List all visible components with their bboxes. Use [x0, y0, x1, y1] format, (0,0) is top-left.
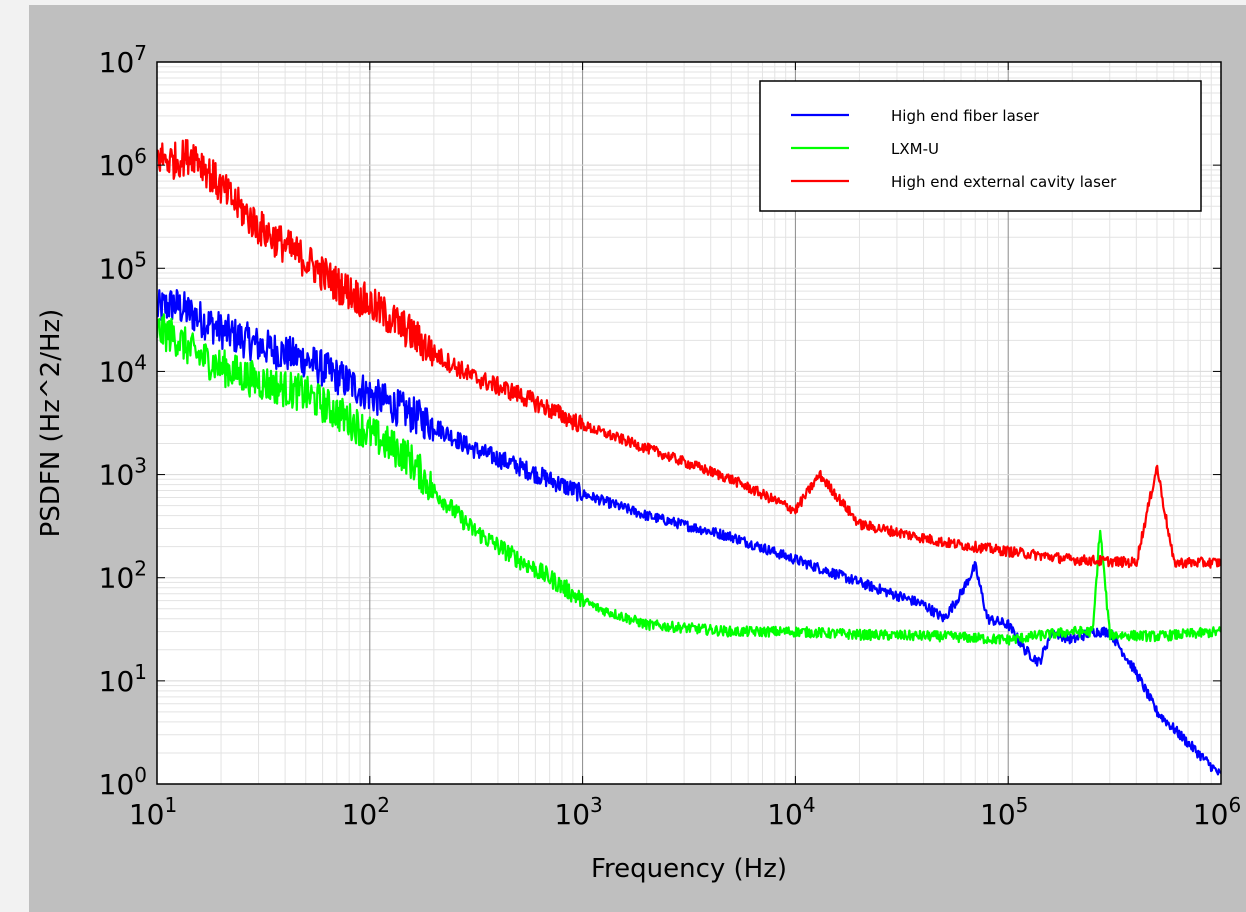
- y-tick-label: 100: [99, 763, 147, 801]
- legend: High end fiber laser LXM-U High end extern…: [759, 80, 1202, 212]
- y-tick-label: 103: [99, 454, 147, 492]
- x-tick-label: 106: [1193, 793, 1241, 831]
- legend-box: [759, 80, 1202, 212]
- x-tick-label: 102: [342, 793, 390, 831]
- axes-frame: [156, 61, 1222, 785]
- y-tick-label: 104: [99, 350, 147, 388]
- x-tick-label: 105: [980, 793, 1028, 831]
- series-line-2: [157, 139, 1221, 569]
- y-tick-label: 105: [99, 247, 147, 285]
- legend-label-2: High end external cavity laser: [891, 173, 1117, 191]
- x-tick-label: 101: [129, 793, 177, 831]
- y-tick-label: 101: [99, 660, 147, 698]
- x-tick-label: 103: [554, 793, 602, 831]
- y-axis-title: PSDFN (Hz^2/Hz): [36, 309, 66, 538]
- y-tick-label: 106: [99, 144, 147, 182]
- x-tick-label: 104: [767, 793, 815, 831]
- y-tick-label: 107: [99, 41, 147, 79]
- ticks: [156, 61, 1222, 785]
- series-line-0: [157, 289, 1221, 776]
- legend-label-0: High end fiber laser: [891, 107, 1040, 125]
- chart-svg: 101 102 103 104 105 1061001011021031041051061…: [36, 41, 1241, 884]
- x-axis-title: Frequency (Hz): [591, 854, 787, 884]
- y-tick-label: 102: [99, 557, 147, 595]
- series-line-1: [157, 313, 1221, 646]
- legend-label-1: LXM-U: [891, 140, 939, 158]
- chart-figure: 101 102 103 104 105 106 100 101 102 103 104 105 106 1…: [29, 5, 1246, 912]
